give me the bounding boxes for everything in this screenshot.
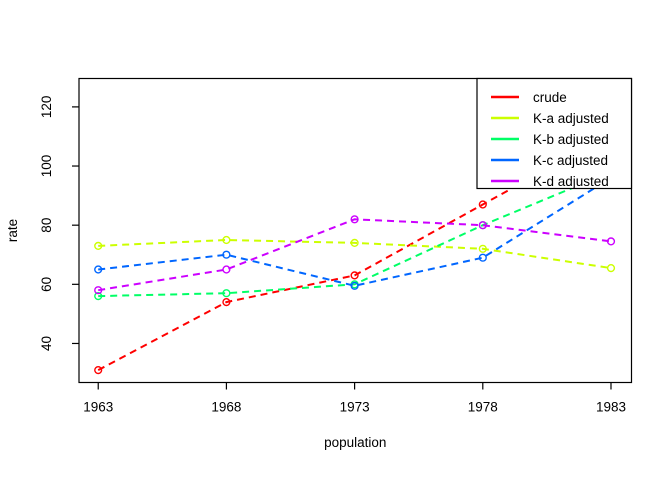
data-point-k-a-adjusted-1973 <box>350 238 359 248</box>
series-line-k-d-adjusted <box>98 218 612 292</box>
data-point-k-a-adjusted-1978 <box>478 244 487 253</box>
data-point-crude-1963 <box>94 366 103 375</box>
data-point-k-d-adjusted-1973 <box>350 215 359 224</box>
data-point-crude-1978 <box>478 200 487 209</box>
legend-label-k-b-adjusted: K-b adjusted <box>533 132 609 147</box>
data-point-k-d-adjusted-1968 <box>222 265 231 274</box>
legend-label-k-d-adjusted: K-d adjusted <box>533 174 609 189</box>
legend-label-crude: crude <box>533 90 567 105</box>
plot-border <box>78 77 633 384</box>
legend-label-k-c-adjusted: K-c adjusted <box>533 153 608 168</box>
x-tick-label-1983: 1983 <box>596 400 626 415</box>
data-point-crude-1973 <box>350 271 359 280</box>
data-point-k-b-adjusted-1968 <box>222 289 231 298</box>
x-axis-title: population <box>324 435 386 450</box>
x-tick-label-1963: 1963 <box>83 400 113 415</box>
data-point-k-d-adjusted-1978 <box>478 221 487 230</box>
data-point-k-c-adjusted-1963 <box>94 265 103 274</box>
data-point-k-a-adjusted-1968 <box>222 235 231 245</box>
data-point-k-a-adjusted-1983 <box>606 264 616 273</box>
data-point-k-c-adjusted-1973 <box>350 281 359 290</box>
x-tick-label-1968: 1968 <box>211 400 241 415</box>
data-point-k-d-adjusted-1963 <box>94 286 103 295</box>
legend-label-k-a-adjusted: K-a adjusted <box>533 111 609 126</box>
y-axis-title: rate <box>5 219 20 242</box>
y-tick-label-80: 80 <box>39 218 54 233</box>
data-point-k-a-adjusted-1963 <box>94 241 103 251</box>
data-point-k-c-adjusted-1968 <box>222 250 231 259</box>
data-point-k-d-adjusted-1983 <box>606 237 616 246</box>
data-point-k-c-adjusted-1978 <box>478 253 487 262</box>
data-point-crude-1968 <box>222 298 231 307</box>
y-tick-label-100: 100 <box>39 155 54 178</box>
series-line-k-c-adjusted <box>98 177 612 287</box>
x-tick-label-1973: 1973 <box>340 400 370 415</box>
data-point-k-b-adjusted-1963 <box>94 292 103 301</box>
series-line-k-b-adjusted <box>98 170 612 298</box>
y-tick-label-40: 40 <box>39 336 54 351</box>
x-tick-label-1978: 1978 <box>468 400 498 415</box>
y-tick-label-60: 60 <box>39 277 54 292</box>
y-tick-label-120: 120 <box>39 96 54 119</box>
series-line-k-a-adjusted <box>98 238 612 270</box>
